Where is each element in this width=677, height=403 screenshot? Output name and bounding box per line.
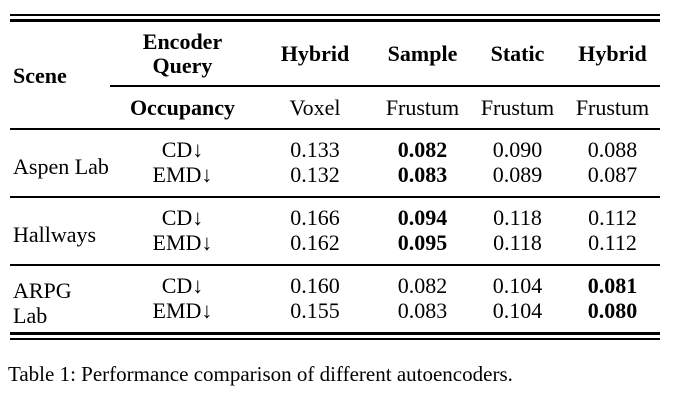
value-cell: 0.160 (255, 264, 375, 298)
value-cell: 0.083 (397, 298, 448, 323)
table-row: EMD↓ 0.162 0.095 0.118 0.112 (10, 230, 660, 265)
value-cell: 0.162 (290, 230, 340, 255)
value-cell: 0.080 (587, 298, 638, 323)
value-cell: 0.155 (290, 298, 340, 323)
col-header-scene: Scene (10, 22, 110, 130)
scene-cell: Aspen Lab (13, 154, 109, 179)
metric-cell: CD↓ (110, 196, 255, 230)
col-header-encoder-query: Encoder Query (110, 22, 255, 87)
results-table: Scene Encoder Query Hybrid Sample Static… (10, 22, 660, 332)
table-row: Hallways CD↓ 0.166 0.094 0.118 0.112 (10, 196, 660, 265)
col-header-method-3: Static (470, 22, 565, 87)
table-row: Aspen Lab CD↓ 0.133 0.082 0.090 0.088 (10, 129, 660, 179)
value-cell: 0.089 (492, 162, 543, 187)
top-double-rule (10, 14, 660, 22)
scene-cell: Hallways (10, 196, 110, 265)
col-header-method-1: Hybrid (255, 22, 375, 87)
col-header-method-4: Hybrid (565, 22, 660, 87)
results-table-wrap: Scene Encoder Query Hybrid Sample Static… (10, 14, 660, 340)
value-cell: 0.088 (587, 137, 638, 162)
value-cell: 0.104 (470, 264, 565, 298)
value-cell: 0.095 (397, 230, 448, 255)
occupancy-type-2: Frustum (375, 86, 470, 130)
value-cell: 0.081 (565, 264, 660, 298)
metric-cell: EMD↓ (152, 230, 213, 255)
table-caption: Table 1: Performance comparison of diffe… (8, 362, 513, 386)
metric-cell: CD↓ (110, 264, 255, 298)
value-cell: 0.082 (397, 137, 448, 162)
value-cell: 0.112 (565, 196, 660, 230)
encoder-label: Encoder (142, 29, 223, 54)
value-cell: 0.112 (588, 230, 637, 255)
table-body: Aspen Lab CD↓ 0.133 0.082 0.090 0.088 EM… (10, 129, 660, 332)
occupancy-type-1: Voxel (255, 86, 375, 130)
value-cell: 0.118 (470, 196, 565, 230)
scene-cell: ARPG Lab (10, 264, 110, 332)
occupancy-type-4: Frustum (565, 86, 660, 130)
metric-cell: CD↓ (161, 137, 204, 162)
header-row-methods: Scene Encoder Query Hybrid Sample Static… (10, 22, 660, 130)
table-header: Scene Encoder Query Hybrid Sample Static… (10, 22, 660, 130)
query-label: Query (152, 53, 213, 78)
value-cell: 0.118 (493, 230, 542, 255)
metric-cell: EMD↓ (152, 298, 213, 323)
occupancy-type-3: Frustum (470, 86, 565, 130)
value-cell: 0.090 (492, 137, 543, 162)
col-header-method-2: Sample (375, 22, 470, 87)
value-cell: 0.133 (290, 137, 340, 162)
header-row-occupancy: Occupancy Voxel Frustum Frustum Frustum (10, 86, 660, 130)
table-row: EMD↓ 0.132 0.083 0.089 0.087 (10, 162, 660, 197)
table-row: ARPG Lab CD↓ 0.160 0.082 0.104 0.081 (10, 264, 660, 332)
value-cell: 0.132 (290, 162, 340, 187)
value-cell: 0.104 (492, 298, 543, 323)
value-cell: 0.094 (375, 196, 470, 230)
value-cell: 0.166 (255, 196, 375, 230)
value-cell: 0.087 (587, 162, 638, 187)
table-row: EMD↓ 0.155 0.083 0.104 0.080 (10, 298, 660, 332)
bottom-double-rule (10, 332, 660, 340)
value-cell: 0.083 (397, 162, 448, 187)
metric-cell: EMD↓ (152, 162, 213, 187)
occupancy-label: Occupancy (110, 86, 255, 130)
value-cell: 0.082 (375, 264, 470, 298)
